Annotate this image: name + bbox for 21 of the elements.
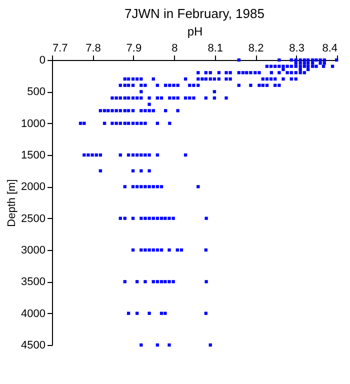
x-tick-label: 8.3 bbox=[289, 42, 304, 54]
y-tick-label: 4500 bbox=[21, 340, 46, 352]
y-tick-label: 1500 bbox=[21, 150, 46, 162]
chart-title: 7JWN in February, 1985 bbox=[124, 6, 264, 21]
y-axis-title: Depth [m] bbox=[6, 179, 18, 227]
x-tick-label: 8 bbox=[172, 42, 178, 54]
y-tick-label: 3000 bbox=[21, 244, 46, 256]
y-tick-label: 2000 bbox=[21, 181, 46, 194]
y-tick-label: 0 bbox=[39, 54, 46, 66]
x-tick-label: 8.2 bbox=[248, 42, 264, 54]
x-axis-title: pH bbox=[187, 24, 203, 38]
x-tick-label: 8.4 bbox=[322, 42, 338, 54]
y-tick-label: 4000 bbox=[21, 308, 46, 320]
x-tick-label: 7.8 bbox=[86, 42, 101, 54]
x-tick-label: 7.9 bbox=[126, 42, 142, 54]
y-tick-label: 2500 bbox=[21, 212, 46, 225]
y-tick-label: 1000 bbox=[21, 118, 46, 130]
x-tick-label: 7.7 bbox=[52, 42, 68, 54]
y-tick-label: 3500 bbox=[21, 276, 46, 288]
y-tick-label: 500 bbox=[27, 86, 46, 98]
x-tick-label: 8.1 bbox=[208, 42, 224, 54]
